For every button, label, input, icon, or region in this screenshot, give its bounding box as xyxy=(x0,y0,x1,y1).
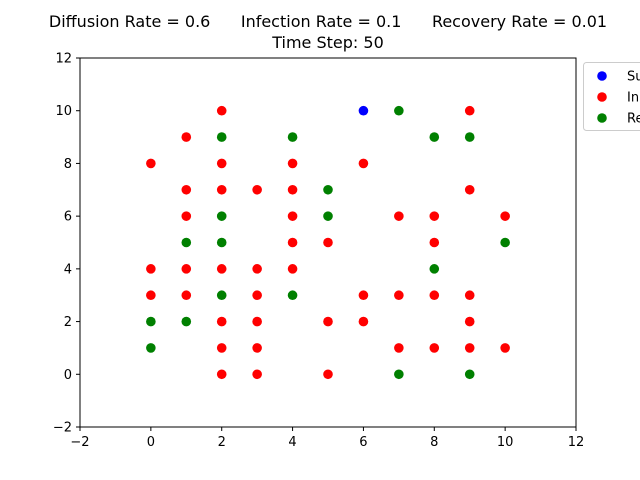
point-in xyxy=(216,184,227,195)
y-tick-label: 4 xyxy=(64,262,72,277)
point-in xyxy=(146,264,156,274)
point-in xyxy=(216,264,227,274)
y-tick-label: 0 xyxy=(64,368,72,383)
point-in xyxy=(358,158,369,169)
y-tick-label: 10 xyxy=(55,104,72,119)
chart-subtitle: Time Step: 50 xyxy=(271,33,384,52)
x-tick-label: 8 xyxy=(430,435,438,450)
point-in xyxy=(464,316,475,327)
point-in xyxy=(216,158,227,169)
legend-label: Su xyxy=(627,70,640,85)
point-re xyxy=(287,290,298,301)
point-in xyxy=(216,316,227,327)
point-in xyxy=(464,105,475,116)
point-re xyxy=(287,132,298,142)
point-re xyxy=(323,184,333,195)
point-in xyxy=(429,290,440,301)
x-tick-label: 2 xyxy=(218,435,226,450)
point-in xyxy=(181,184,192,195)
point-in xyxy=(464,290,475,301)
point-in xyxy=(146,158,156,169)
x-tick-label: 0 xyxy=(147,435,155,450)
legend: Su In Re xyxy=(583,62,640,131)
legend-label: In xyxy=(627,91,639,106)
point-re xyxy=(216,290,227,301)
x-tick-label: −2 xyxy=(70,435,89,450)
point-in xyxy=(216,343,227,353)
point-in xyxy=(287,158,298,169)
x-tick-label: 6 xyxy=(359,435,367,450)
point-in xyxy=(429,237,440,248)
point-re xyxy=(464,132,475,142)
y-tick-label: −2 xyxy=(53,421,72,436)
y-axis: −2 0 2 4 6 8 10 12 xyxy=(53,52,80,436)
point-in xyxy=(358,290,369,301)
point-re xyxy=(216,237,227,248)
point-re xyxy=(146,343,156,353)
point-in xyxy=(181,211,192,221)
legend-box xyxy=(583,62,640,131)
point-in xyxy=(464,343,475,353)
y-tick-label: 2 xyxy=(64,315,72,330)
point-in xyxy=(252,264,262,274)
legend-marker xyxy=(597,113,607,123)
point-re xyxy=(181,316,192,327)
point-in xyxy=(323,237,333,248)
x-axis: −2 0 2 4 6 8 10 12 xyxy=(70,427,584,450)
point-re xyxy=(429,264,440,274)
legend-marker xyxy=(597,92,607,102)
point-re xyxy=(146,316,156,327)
point-in xyxy=(252,184,262,195)
point-in xyxy=(181,132,192,142)
point-in xyxy=(287,211,298,221)
point-in xyxy=(181,290,192,301)
x-tick-label: 10 xyxy=(497,435,514,450)
point-in xyxy=(429,343,440,353)
point-re xyxy=(464,369,475,380)
point-in xyxy=(500,211,510,221)
point-in xyxy=(216,105,227,116)
legend-label: Re xyxy=(627,112,640,127)
point-in xyxy=(252,290,262,301)
point-in xyxy=(287,237,298,248)
point-re xyxy=(429,132,440,142)
point-in xyxy=(252,369,262,380)
point-in xyxy=(500,343,510,353)
x-tick-label: 4 xyxy=(288,435,296,450)
point-re xyxy=(394,369,404,380)
point-in xyxy=(252,316,262,327)
point-in xyxy=(181,264,192,274)
point-in xyxy=(323,369,333,380)
point-re xyxy=(216,132,227,142)
point-in xyxy=(394,343,404,353)
y-tick-label: 12 xyxy=(55,52,72,67)
point-re xyxy=(500,237,510,248)
point-in xyxy=(429,211,440,221)
point-in xyxy=(464,184,475,195)
point-in xyxy=(394,211,404,221)
point-in xyxy=(252,343,262,353)
point-in xyxy=(323,316,333,327)
x-tick-label: 12 xyxy=(568,435,585,450)
point-in xyxy=(394,290,404,301)
point-re xyxy=(216,211,227,221)
point-re xyxy=(394,105,404,116)
point-in xyxy=(287,184,298,195)
data-points xyxy=(146,105,510,380)
point-in xyxy=(287,264,298,274)
point-re xyxy=(181,237,192,248)
point-in xyxy=(146,290,156,301)
y-tick-label: 8 xyxy=(64,157,72,172)
point-re xyxy=(323,211,333,221)
legend-marker xyxy=(597,71,607,81)
point-su xyxy=(358,105,369,116)
chart-title: Diffusion Rate = 0.6 Infection Rate = 0.… xyxy=(49,12,607,31)
point-in xyxy=(358,316,369,327)
point-in xyxy=(216,369,227,380)
y-tick-label: 6 xyxy=(64,210,72,225)
